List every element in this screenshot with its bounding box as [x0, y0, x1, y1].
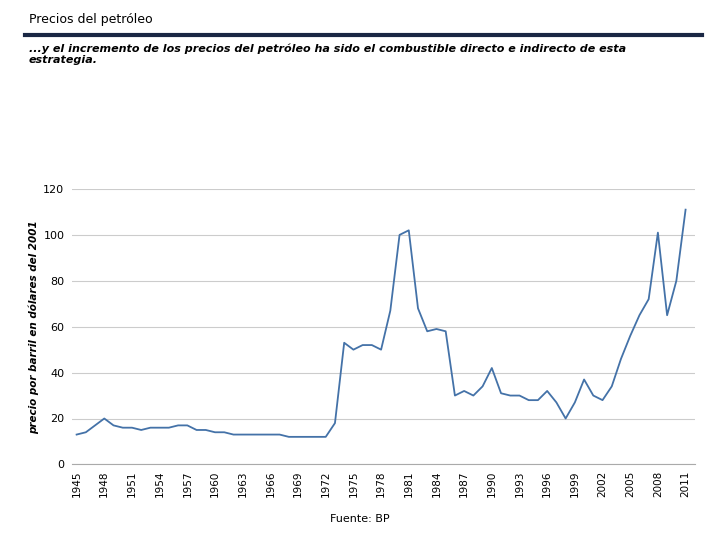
Text: Fuente: BP: Fuente: BP — [330, 514, 390, 524]
Y-axis label: precio por barril en dólares del 2001: precio por barril en dólares del 2001 — [29, 220, 39, 434]
Text: Precios del petróleo: Precios del petróleo — [29, 14, 153, 26]
Text: ...y el incremento de los precios del petróleo ha sido el combustible directo e : ...y el incremento de los precios del pe… — [29, 43, 626, 65]
